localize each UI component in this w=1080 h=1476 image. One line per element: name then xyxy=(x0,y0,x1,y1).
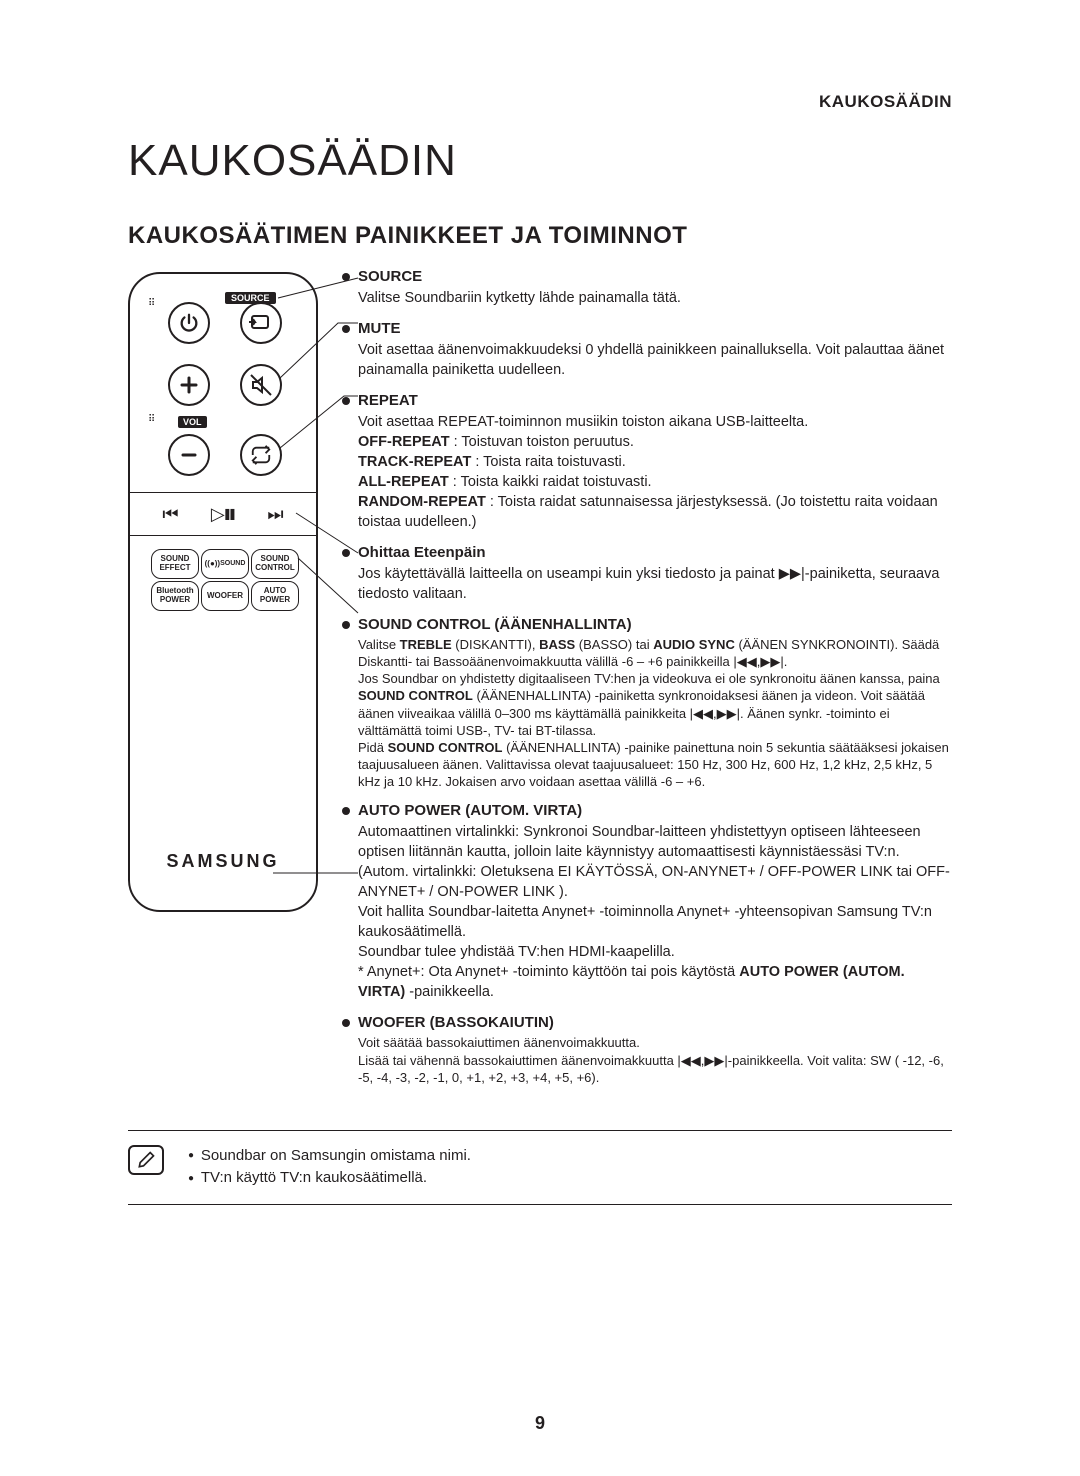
divider xyxy=(128,1204,952,1205)
auto-power-button: AUTO POWER xyxy=(251,581,299,611)
section-body: Voit säätää bassokaiuttimen äänenvoimakk… xyxy=(358,1034,952,1085)
remote-column: ⠿ SOURCE ⠿ VOL xyxy=(128,268,358,1098)
next-track-icon: ⏭ xyxy=(267,504,283,525)
page-number: 9 xyxy=(0,1413,1080,1434)
source-section: SOURCE Valitse Soundbariin kytketty lähd… xyxy=(358,268,952,308)
section-body: Valitse TREBLE (DISKANTTI), BASS (BASSO)… xyxy=(358,636,952,790)
random-repeat-label: RANDOM-REPEAT xyxy=(358,494,486,510)
transport-row: ⏮ ▷𝅛𝅛 ⏭ xyxy=(130,492,316,536)
note-item: Soundbar on Samsungin omistama nimi. xyxy=(188,1145,471,1168)
section-body: Valitse Soundbariin kytketty lähde paina… xyxy=(358,288,952,308)
woofer-button: WOOFER xyxy=(201,581,249,611)
power-button xyxy=(168,302,210,344)
section-title: WOOFER (BASSOKAIUTIN) xyxy=(358,1014,554,1031)
footnotes: Soundbar on Samsungin omistama nimi. TV:… xyxy=(128,1130,952,1205)
section-title: SOUND CONTROL (ÄÄNENHALLINTA) xyxy=(358,616,632,633)
mute-section: MUTE Voit asettaa äänenvoimakkuudeksi 0 … xyxy=(358,320,952,380)
prev-track-icon: ⏮ xyxy=(162,504,178,525)
repeat-intro: Voit asettaa REPEAT-toiminnon musiikin t… xyxy=(358,412,952,432)
woofer-section: WOOFER (BASSOKAIUTIN) Voit säätää bassok… xyxy=(358,1014,952,1085)
volume-down-button xyxy=(168,434,210,476)
running-header: KAUKOSÄÄDIN xyxy=(128,92,952,112)
all-repeat-desc: : Toista kaikki raidat toistuvasti. xyxy=(449,474,652,490)
source-icon xyxy=(249,313,273,333)
sound-effect-button: SOUND EFFECT xyxy=(151,549,199,579)
mute-icon xyxy=(249,373,273,397)
descriptions-column: SOURCE Valitse Soundbariin kytketty lähd… xyxy=(358,268,952,1098)
section-title: AUTO POWER (AUTOM. VIRTA) xyxy=(358,802,582,819)
off-repeat-label: OFF-REPEAT xyxy=(358,434,450,450)
repeat-section: REPEAT Voit asettaa REPEAT-toiminnon mus… xyxy=(358,392,952,532)
bluetooth-power-button: Bluetooth POWER xyxy=(151,581,199,611)
section-heading: KAUKOSÄÄTIMEN PAINIKKEET JA TOIMINNOT xyxy=(128,222,952,250)
content-row: ⠿ SOURCE ⠿ VOL xyxy=(128,268,952,1098)
all-repeat-label: ALL-REPEAT xyxy=(358,474,449,490)
section-body: Automaattinen virtalinkki: Synkronoi Sou… xyxy=(358,822,952,1002)
mute-button xyxy=(240,364,282,406)
skip-section: Ohittaa Eteenpäin Jos käytettävällä lait… xyxy=(358,544,952,604)
braille-dots-icon: ⠿ xyxy=(148,298,157,309)
note-list: Soundbar on Samsungin omistama nimi. TV:… xyxy=(188,1145,471,1190)
note-item: TV:n käyttö TV:n kaukosäätimellä. xyxy=(188,1167,471,1190)
power-icon xyxy=(178,312,200,334)
vol-label: VOL xyxy=(178,416,207,428)
section-title: SOURCE xyxy=(358,268,422,285)
section-body: Voit asettaa REPEAT-toiminnon musiikin t… xyxy=(358,412,952,532)
sound-control-button: SOUND CONTROL xyxy=(251,549,299,579)
plus-icon xyxy=(178,374,200,396)
braille-dots-icon: ⠿ xyxy=(148,414,157,425)
volume-up-button xyxy=(168,364,210,406)
surround-sound-button: ((●))SOUND xyxy=(201,549,249,579)
page-title: KAUKOSÄÄDIN xyxy=(128,136,952,186)
play-pause-icon: ▷𝅛𝅛 xyxy=(211,504,235,525)
section-body: Voit asettaa äänenvoimakkuudeksi 0 yhdel… xyxy=(358,340,952,380)
repeat-button xyxy=(240,434,282,476)
minus-icon xyxy=(178,444,200,466)
remote-control-illustration: ⠿ SOURCE ⠿ VOL xyxy=(128,272,318,912)
auto-power-section: AUTO POWER (AUTOM. VIRTA) Automaattinen … xyxy=(358,802,952,1002)
section-body: Jos käytettävällä laitteella on useampi … xyxy=(358,564,952,604)
track-repeat-label: TRACK-REPEAT xyxy=(358,454,471,470)
track-repeat-desc: : Toista raita toistuvasti. xyxy=(471,454,625,470)
source-button xyxy=(240,302,282,344)
page: KAUKOSÄÄDIN KAUKOSÄÄDIN KAUKOSÄÄTIMEN PA… xyxy=(0,0,1080,1476)
function-button-grid: SOUND EFFECT ((●))SOUND SOUND CONTROL Bl… xyxy=(150,548,300,612)
section-title: REPEAT xyxy=(358,392,418,409)
sound-control-section: SOUND CONTROL (ÄÄNENHALLINTA) Valitse TR… xyxy=(358,616,952,790)
samsung-logo: SAMSUNG xyxy=(130,851,316,872)
section-title: MUTE xyxy=(358,320,401,337)
note-icon xyxy=(128,1145,164,1175)
repeat-icon xyxy=(250,444,272,466)
off-repeat-desc: : Toistuvan toiston peruutus. xyxy=(450,434,634,450)
section-title: Ohittaa Eteenpäin xyxy=(358,544,486,561)
